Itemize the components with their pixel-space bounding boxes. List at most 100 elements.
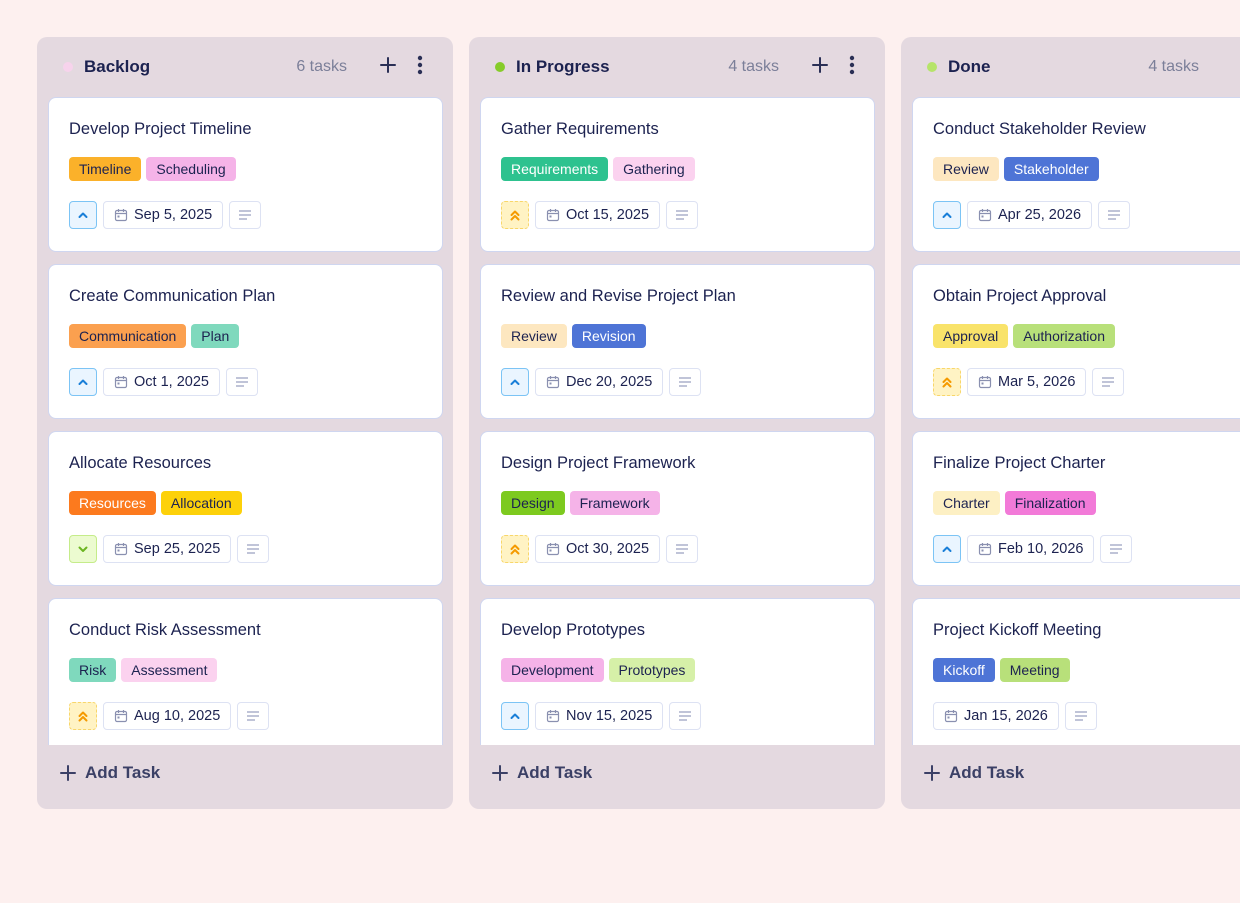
due-date: Sep 25, 2025 [134, 541, 221, 557]
description-icon [1101, 377, 1115, 387]
card-list[interactable]: Conduct Stakeholder Review Review Stakeho… [912, 97, 1240, 745]
task-card[interactable]: Develop Prototypes Development Prototypes… [480, 598, 875, 745]
description-icon [1074, 711, 1088, 721]
task-card[interactable]: Obtain Project Approval Approval Authoriz… [912, 264, 1240, 419]
calendar-icon [546, 375, 560, 389]
card-meta: Aug 10, 2025 [69, 702, 422, 730]
task-card[interactable]: Create Communication Plan Communication P… [48, 264, 443, 419]
task-card[interactable]: Conduct Risk Assessment Risk Assessment A… [48, 598, 443, 745]
due-date-button[interactable]: Sep 25, 2025 [103, 535, 232, 563]
priority-button[interactable] [69, 535, 97, 563]
description-button[interactable] [1098, 201, 1131, 229]
task-card[interactable]: Design Project Framework Design Framework… [480, 431, 875, 586]
priority-urgent-icon [941, 375, 953, 389]
card-list[interactable]: Gather Requirements Requirements Gatherin… [480, 97, 875, 745]
description-button[interactable] [669, 702, 702, 730]
calendar-icon [546, 542, 560, 556]
priority-button[interactable] [501, 702, 529, 730]
due-date-button[interactable]: Aug 10, 2025 [103, 702, 232, 730]
column-menu-button[interactable] [841, 55, 863, 78]
calendar-icon [114, 709, 128, 723]
tag: Charter [933, 491, 1000, 515]
tag: Prototypes [608, 658, 696, 682]
description-button[interactable] [229, 201, 262, 229]
add-task-button[interactable]: Add Task [923, 763, 1024, 783]
due-date: Jan 15, 2026 [964, 708, 1048, 724]
priority-high-icon [509, 376, 521, 388]
task-card[interactable]: Allocate Resources Resources Allocation S… [48, 431, 443, 586]
tag: Requirements [501, 157, 609, 181]
due-date-button[interactable]: Oct 30, 2025 [535, 535, 661, 563]
priority-button[interactable] [69, 201, 97, 229]
priority-button[interactable] [501, 201, 529, 229]
due-date-button[interactable]: Sep 5, 2025 [103, 201, 224, 229]
tag: Communication [69, 324, 187, 348]
description-button[interactable] [666, 535, 699, 563]
tag: Risk [69, 658, 117, 682]
task-card[interactable]: Develop Project Timeline Timeline Schedul… [48, 97, 443, 252]
add-task-button[interactable]: Add Task [491, 763, 592, 783]
description-button[interactable] [1092, 368, 1125, 396]
priority-button[interactable] [933, 368, 961, 396]
priority-button[interactable] [933, 201, 961, 229]
description-button[interactable] [1100, 535, 1133, 563]
calendar-icon [114, 542, 128, 556]
due-date-button[interactable]: Nov 15, 2025 [535, 702, 664, 730]
due-date-button[interactable]: Oct 1, 2025 [103, 368, 220, 396]
priority-button[interactable] [933, 535, 961, 563]
description-icon [1107, 210, 1121, 220]
priority-urgent-icon [509, 208, 521, 222]
tag-list: Approval Authorization [933, 324, 1221, 348]
priority-button[interactable] [501, 535, 529, 563]
description-button[interactable] [237, 702, 270, 730]
description-button[interactable] [666, 201, 699, 229]
description-button[interactable] [237, 535, 270, 563]
task-card[interactable]: Review and Revise Project Plan Review Rev… [480, 264, 875, 419]
calendar-icon [114, 375, 128, 389]
due-date: Mar 5, 2026 [998, 374, 1076, 390]
task-title: Create Communication Plan [69, 287, 276, 305]
tag: Approval [933, 324, 1009, 348]
due-date: Oct 1, 2025 [134, 374, 209, 390]
due-date-button[interactable]: Mar 5, 2026 [967, 368, 1087, 396]
task-count: 6 tasks [296, 58, 347, 75]
description-icon [678, 711, 692, 721]
tag: Kickoff [933, 658, 995, 682]
card-list[interactable]: Develop Project Timeline Timeline Schedul… [48, 97, 443, 745]
task-card[interactable]: Conduct Stakeholder Review Review Stakeho… [912, 97, 1240, 252]
tag: Revision [571, 324, 646, 348]
due-date-button[interactable]: Dec 20, 2025 [535, 368, 664, 396]
column-header: In Progress 4 tasks [469, 37, 885, 97]
priority-button[interactable] [69, 702, 97, 730]
column-menu-button[interactable] [409, 55, 431, 78]
tag-list: Review Stakeholder [933, 157, 1221, 181]
tag-list: Charter Finalization [933, 491, 1221, 515]
tag: Authorization [1013, 324, 1115, 348]
description-button[interactable] [1064, 702, 1097, 730]
description-button[interactable] [669, 368, 702, 396]
due-date-button[interactable]: Jan 15, 2026 [933, 702, 1059, 730]
column-title: Backlog [84, 57, 151, 76]
due-date-button[interactable]: Oct 15, 2025 [535, 201, 661, 229]
task-card[interactable]: Project Kickoff Meeting Kickoff Meeting J… [912, 598, 1240, 745]
priority-button[interactable] [501, 368, 529, 396]
add-card-button[interactable] [377, 56, 399, 78]
add-card-button[interactable] [809, 56, 831, 78]
task-count: 4 tasks [1148, 58, 1199, 75]
task-count: 4 tasks [728, 58, 779, 75]
priority-high-icon [77, 209, 89, 221]
card-meta: Oct 15, 2025 [501, 201, 854, 229]
calendar-icon [978, 542, 992, 556]
task-card[interactable]: Gather Requirements Requirements Gatherin… [480, 97, 875, 252]
priority-button[interactable] [69, 368, 97, 396]
task-card[interactable]: Finalize Project Charter Charter Finaliza… [912, 431, 1240, 586]
due-date: Oct 15, 2025 [566, 207, 650, 223]
column-title: Done [948, 57, 991, 76]
calendar-icon [978, 375, 992, 389]
kanban-board: Backlog 6 tasks Develop Project Timeline… [37, 37, 1240, 809]
description-button[interactable] [225, 368, 258, 396]
task-title: Conduct Risk Assessment [69, 621, 261, 639]
due-date-button[interactable]: Feb 10, 2026 [967, 535, 1095, 563]
add-task-button[interactable]: Add Task [59, 763, 160, 783]
due-date-button[interactable]: Apr 25, 2026 [967, 201, 1093, 229]
